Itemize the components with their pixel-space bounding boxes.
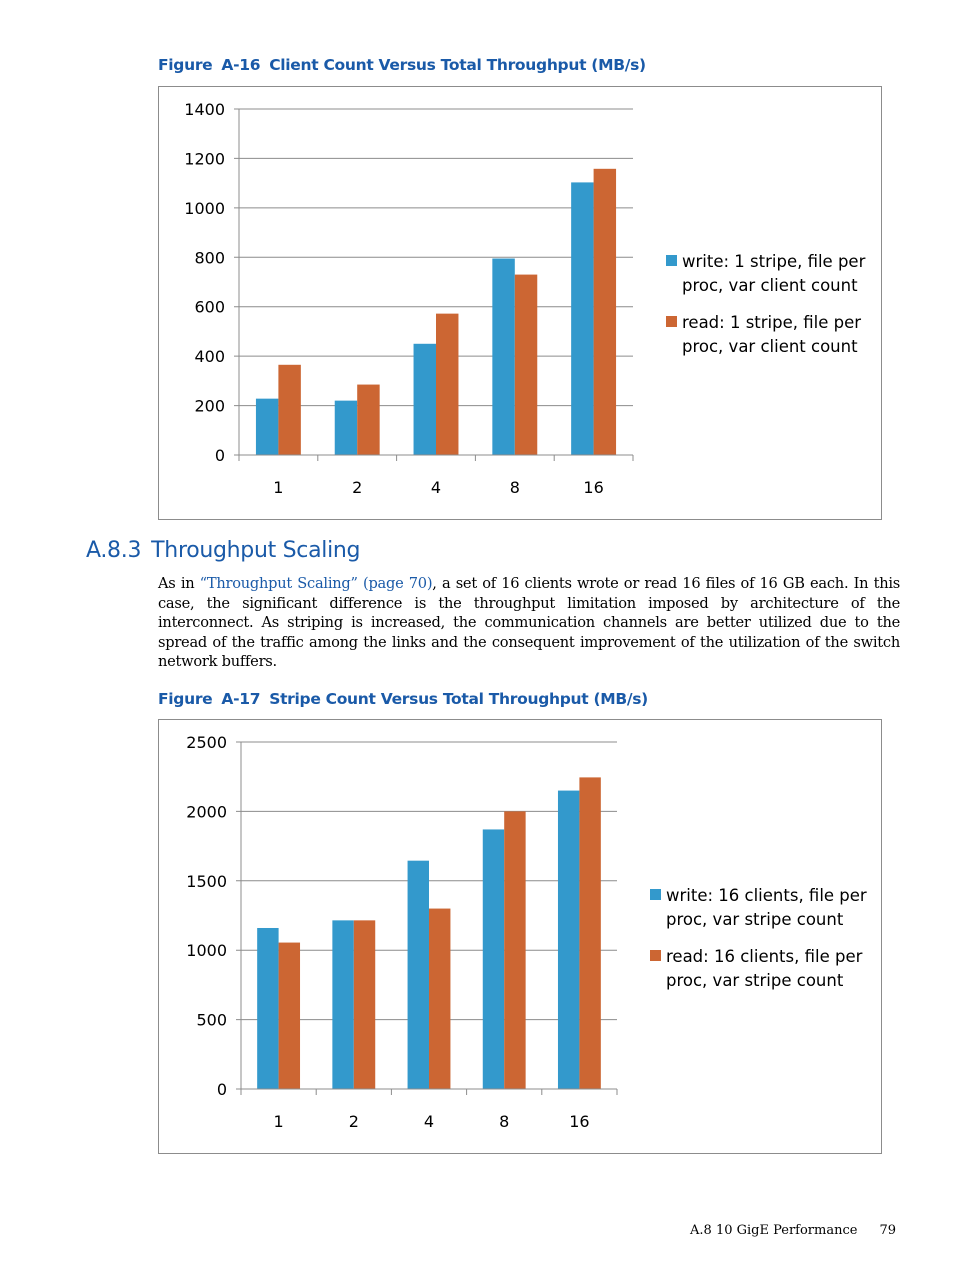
- chart0-bar-write-16: [571, 182, 594, 455]
- chart1-ytick-label: 1000: [186, 941, 227, 960]
- chart1-legend-swatch-read: [650, 950, 661, 961]
- chart0-ytick-label: 1000: [184, 199, 225, 218]
- chart0-bar-read-8: [514, 274, 538, 455]
- figure-a17-title: Stripe Count Versus Total Throughput (MB…: [269, 690, 648, 708]
- chart1-legend-label-write: write: 16 clients, file per: [666, 886, 867, 905]
- section-number: A.8.3: [86, 538, 142, 563]
- figure-a17-plot: 0 500 1000 1500 2000 2500 1 2 4 8 16 write: 16 clie…: [186, 733, 867, 1131]
- chart0-bar-write-2: [334, 400, 358, 455]
- chart0-xtick-label: 4: [431, 478, 441, 497]
- chart1-legend-label-write: proc, var stripe count: [666, 910, 844, 929]
- para-lead: As in: [158, 575, 200, 592]
- page-number: 79: [879, 1223, 896, 1238]
- chart0-ytick-label: 400: [194, 347, 225, 366]
- chart1-legend-label-read: read: 16 clients, file per: [666, 947, 863, 966]
- figure-a17-caption: Figure A-17 Stripe Count Versus Total Thro…: [158, 690, 648, 708]
- chart1-ytick-label: 2500: [186, 733, 227, 752]
- chart1-bar-read-4: [429, 908, 451, 1089]
- chart0-ytick-label: 600: [194, 298, 225, 317]
- chart1-ytick-label: 1500: [186, 872, 227, 891]
- chart0-legend-label-read: read: 1 stripe, file per: [682, 313, 861, 332]
- chart0-legend-label-write: write: 1 stripe, file per: [682, 252, 866, 271]
- chart0-legend-swatch-write: [666, 255, 677, 266]
- chart0-bar-write-4: [413, 343, 436, 455]
- body-paragraph: As in “Throughput Scaling” (page 70), a …: [158, 574, 900, 672]
- chart1-xtick-label: 16: [569, 1112, 589, 1131]
- chart0-bar-read-16: [593, 168, 617, 455]
- chart0-legend-swatch-read: [666, 316, 677, 327]
- figure-a16-number: A-16: [221, 56, 261, 74]
- chart0-bar-write-1: [255, 398, 279, 455]
- chart1-bar-write-16: [557, 790, 580, 1089]
- section-title: Throughput Scaling: [151, 538, 361, 563]
- para-rest: , a set of 16 clients wrote or read 16 f…: [158, 575, 900, 671]
- chart0-legend-label-read: proc, var client count: [682, 337, 858, 356]
- chart0-bar-read-4: [436, 313, 459, 455]
- chart1-xtick-label: 4: [424, 1112, 434, 1131]
- figure-a16-title: Client Count Versus Total Throughput (MB…: [269, 56, 646, 74]
- footer-section-ref: A.8 10 GigE Performance: [690, 1223, 858, 1238]
- chart1-bar-write-4: [407, 860, 429, 1089]
- figure-a16-chart: 0 200 400 600 800 1000 1200 1400 1 2 4 8 16 write: 1 …: [158, 86, 882, 520]
- chart0-bar-read-1: [278, 364, 301, 455]
- chart0-ytick-label: 800: [194, 248, 225, 267]
- chart1-bar-write-1: [257, 927, 279, 1089]
- chart1-xtick-label: 1: [274, 1112, 284, 1131]
- chart1-bar-write-8: [482, 829, 505, 1089]
- figure-a17-chart: 0 500 1000 1500 2000 2500 1 2 4 8 16 write: 16 clie…: [158, 719, 882, 1154]
- section-heading: A.8.3 Throughput Scaling: [86, 538, 361, 563]
- chart0-ytick-label: 1400: [184, 100, 225, 119]
- chart1-bar-read-16: [579, 777, 601, 1089]
- figure-a16-caption: Figure A-16 Client Count Versus Total Thro…: [158, 56, 646, 74]
- figure-a16-label: Figure: [158, 56, 213, 74]
- chart1-legend-label-read: proc, var stripe count: [666, 971, 844, 990]
- chart0-xtick-label: 16: [583, 478, 603, 497]
- chart0-ytick-label: 200: [194, 397, 225, 416]
- chart0-bar-write-8: [492, 258, 515, 455]
- chart0-ytick-label: 1200: [184, 149, 225, 168]
- chart1-bar-read-1: [278, 942, 301, 1089]
- chart0-bar-read-2: [357, 384, 380, 455]
- chart1-bar-write-2: [332, 920, 354, 1089]
- chart1-ytick-label: 500: [196, 1011, 227, 1030]
- chart1-xtick-label: 8: [499, 1112, 509, 1131]
- figure-a16-plot: 0 200 400 600 800 1000 1200 1400 1 2 4 8 16 write: 1 …: [184, 100, 866, 497]
- chart0-xtick-label: 2: [352, 478, 362, 497]
- chart0-xtick-label: 1: [273, 478, 283, 497]
- chart0-ytick-label: 0: [215, 446, 225, 465]
- chart1-legend-swatch-write: [650, 889, 661, 900]
- chart1-bar-read-2: [353, 920, 376, 1089]
- figure-a17-number: A-17: [221, 690, 261, 708]
- chart0-xtick-label: 8: [510, 478, 520, 497]
- page-footer: A.8 10 GigE Performance 79: [690, 1223, 896, 1238]
- chart1-ytick-label: 2000: [186, 802, 227, 821]
- figure-a17-label: Figure: [158, 690, 213, 708]
- throughput-scaling-link[interactable]: “Throughput Scaling” (page 70): [199, 575, 433, 592]
- chart1-xtick-label: 2: [349, 1112, 359, 1131]
- chart1-bar-read-8: [504, 811, 526, 1089]
- chart0-legend-label-write: proc, var client count: [682, 276, 858, 295]
- chart1-ytick-label: 0: [217, 1080, 227, 1099]
